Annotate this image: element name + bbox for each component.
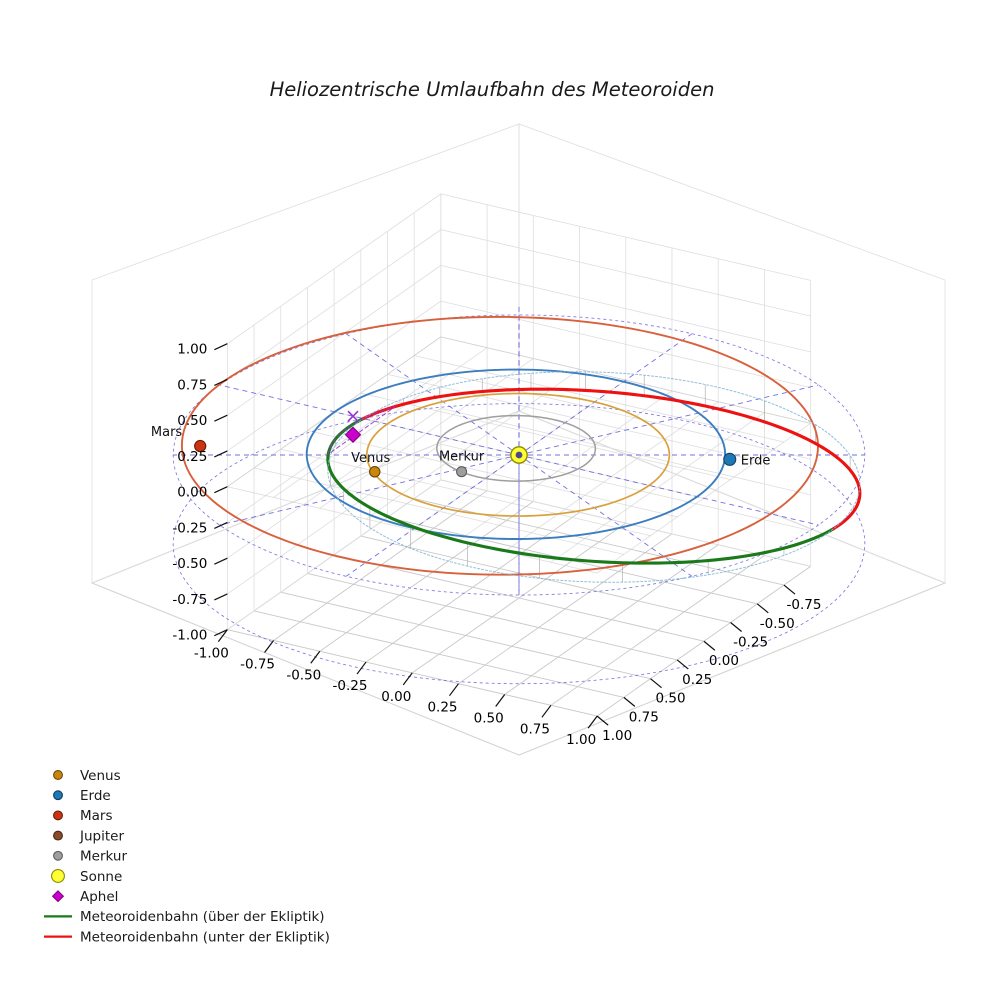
- page-title: Heliozentrische Umlaufbahn des Meteoroid…: [270, 78, 715, 101]
- x-tick-3: -0.25: [333, 678, 368, 694]
- y-tick-2: -0.25: [733, 635, 768, 651]
- legend-label: Jupiter: [79, 828, 124, 844]
- legend-item-meteoroidenbahn-ber-der-ekliptik[interactable]: Meteoroidenbahn (über der Ekliptik): [44, 909, 325, 925]
- axis-ticks: [214, 343, 796, 729]
- venus-label: Venus: [351, 451, 390, 466]
- aphel-marker: [344, 426, 362, 443]
- y-tick-1: -0.50: [760, 616, 795, 632]
- legend-circle-swatch: [53, 850, 63, 861]
- ecliptic-reference-rays: [173, 304, 865, 596]
- legend-circle-swatch: [53, 830, 63, 841]
- x-tick-8: 1.00: [566, 732, 596, 748]
- legend-item-aphel[interactable]: Aphel: [51, 889, 119, 905]
- legend-item-mars[interactable]: Mars: [53, 808, 113, 824]
- legend-label: Meteoroidenbahn (über der Ekliptik): [80, 909, 325, 925]
- z-tick-3: 0.25: [177, 449, 207, 465]
- erde-label: Erde: [741, 453, 771, 468]
- legend-item-meteoroidenbahn-unter-der-ekliptik[interactable]: Meteoroidenbahn (unter der Ekliptik): [44, 929, 330, 945]
- legend-circle-swatch: [51, 869, 65, 883]
- legend-label: Venus: [80, 768, 121, 784]
- venus-marker: [368, 466, 381, 478]
- x-tick-2: -0.50: [286, 667, 321, 683]
- x-tick-4: 0.00: [381, 689, 411, 705]
- legend-label: Aphel: [80, 889, 118, 905]
- z-tick-0: 1.00: [177, 342, 207, 358]
- legend-label: Sonne: [80, 869, 122, 885]
- merkur-marker: [456, 466, 468, 478]
- x-tick-5: 0.25: [427, 700, 457, 716]
- legend-label: Erde: [80, 788, 111, 804]
- aphel-cross-icon: [347, 410, 359, 422]
- legend: Venus Erde Mars Jupiter Merkur Sonne Aphel Mete…: [44, 768, 330, 945]
- z-tick-7: -0.75: [172, 592, 207, 608]
- legend-item-erde[interactable]: Erde: [53, 788, 111, 804]
- legend-circle-swatch: [53, 810, 63, 821]
- z-tick-8: -1.00: [172, 628, 207, 644]
- legend-item-jupiter[interactable]: Jupiter: [53, 828, 125, 844]
- z-tick-2: 0.50: [177, 413, 207, 429]
- sun-core: [515, 451, 523, 459]
- axis-tick-labels: 1.00 0.75 0.50 0.25 0.00 -0.25 -0.50 -0.75 -1.00…: [172, 342, 821, 748]
- erde-marker: [723, 452, 737, 466]
- x-tick-1: -0.75: [240, 656, 275, 672]
- merkur-label: Merkur: [439, 450, 485, 465]
- y-tick-0: -0.75: [786, 597, 821, 613]
- legend-circle-swatch: [53, 770, 63, 780]
- orbit-curves: [180, 315, 862, 583]
- legend-label: Meteoroidenbahn (unter der Ekliptik): [80, 929, 330, 945]
- legend-item-venus[interactable]: Venus: [53, 768, 121, 784]
- legend-circle-swatch: [53, 790, 63, 801]
- legend-label: Mars: [80, 808, 113, 824]
- x-tick-0: -1.00: [194, 646, 229, 662]
- legend-item-merkur[interactable]: Merkur: [53, 849, 128, 865]
- mars-marker: [194, 439, 207, 453]
- x-tick-6: 0.50: [474, 710, 504, 726]
- y-tick-5: 0.50: [655, 691, 685, 707]
- mars-label: Mars: [151, 425, 183, 440]
- legend-diamond-swatch: [51, 890, 65, 903]
- legend-item-sonne[interactable]: Sonne: [51, 869, 123, 885]
- z-tick-4: 0.00: [177, 485, 207, 501]
- y-tick-3: 0.00: [709, 653, 739, 669]
- y-tick-7: 1.00: [602, 728, 632, 744]
- z-tick-1: 0.75: [177, 377, 207, 393]
- body-markers: Mars Venus Merkur Erde: [151, 410, 771, 478]
- z-tick-6: -0.50: [172, 556, 207, 572]
- x-tick-7: 0.75: [520, 721, 550, 737]
- y-tick-4: 0.25: [682, 672, 712, 688]
- z-tick-5: -0.25: [172, 520, 207, 536]
- legend-label: Merkur: [80, 849, 127, 865]
- y-tick-6: 0.75: [629, 709, 659, 725]
